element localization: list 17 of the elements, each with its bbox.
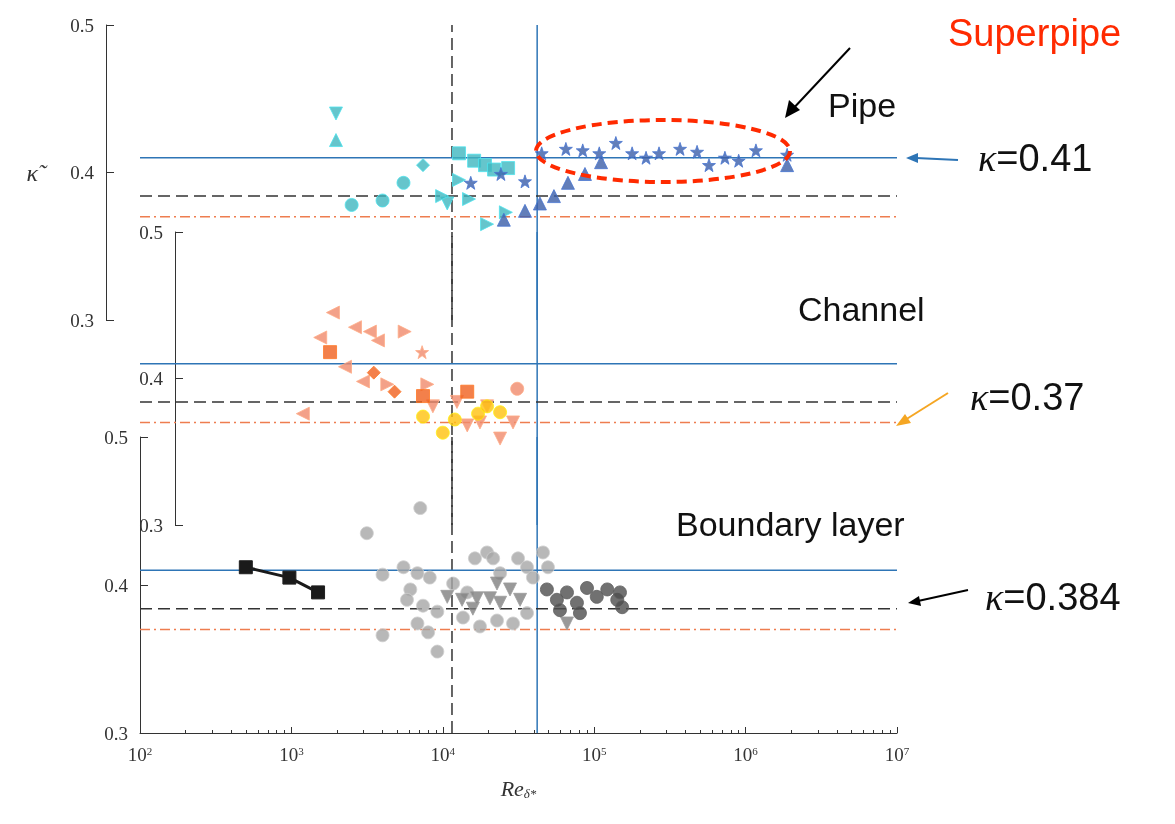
text: Superpipe — [948, 12, 1122, 55]
x-axis-title: Reδ* — [499, 776, 537, 801]
y-axis-title: κ̃ — [26, 159, 48, 186]
annotation: Boundary layer — [676, 505, 905, 544]
text: κ=0.37 — [970, 375, 1085, 419]
annotation: Pipe — [828, 86, 897, 125]
y-tick-label: 0.3 — [70, 309, 94, 331]
annotation: Channel — [798, 290, 925, 329]
y-tick-label: 0.4 — [104, 574, 129, 596]
y-tick-label: 0.4 — [70, 162, 95, 183]
y-tick-label: 0.4 — [139, 368, 164, 389]
text: κ=0.41 — [978, 136, 1093, 180]
y-tick-label: 0.5 — [139, 221, 163, 243]
y-tick-label: 0.5 — [70, 14, 94, 36]
y-tick-label: 0.5 — [104, 426, 128, 448]
text: κ=0.384 — [985, 575, 1121, 619]
y-tick-label: 0.3 — [104, 722, 128, 744]
